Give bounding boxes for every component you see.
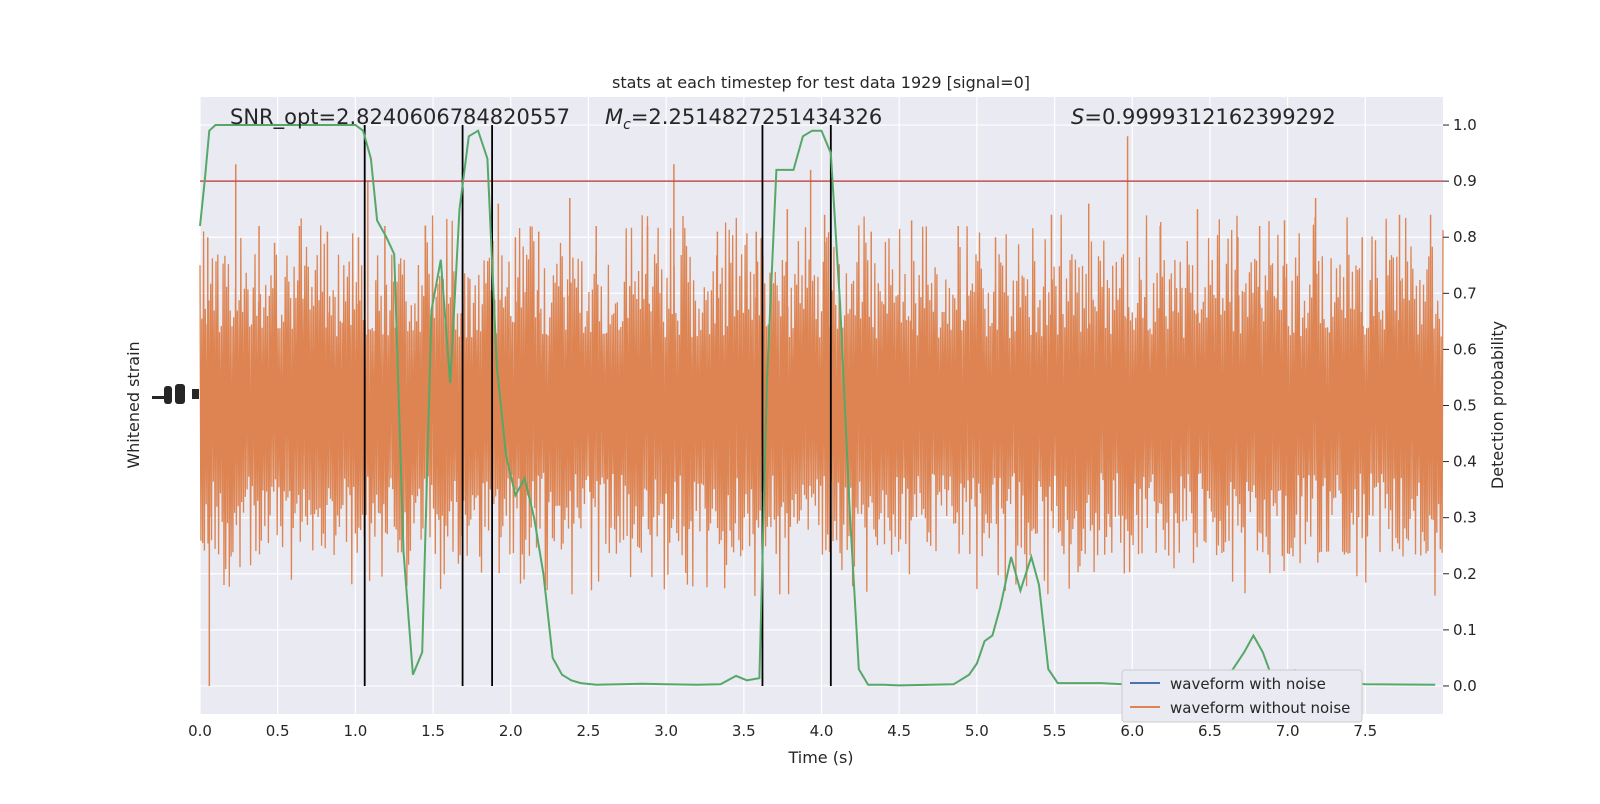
mc-symbol: M	[605, 105, 623, 129]
left-axis-overlapping-ticks	[152, 384, 199, 404]
y-tick-label: 0.0	[1453, 677, 1477, 695]
vertical-markers	[363, 125, 832, 686]
x-tick-label: 0.0	[188, 722, 212, 740]
waveform-without-noise-series	[199, 136, 1444, 686]
ticks: 0.0 0.5 1.0 1.5 2.0 2.5 3.0 3.5 4.0 4.5 5.0 5.5 6.0 6…	[188, 116, 1477, 740]
y-tick-label: 0.9	[1453, 172, 1477, 190]
x-tick-label: 6.0	[1120, 722, 1144, 740]
x-tick-label: 7.5	[1353, 722, 1377, 740]
x-axis-label: Time (s)	[787, 748, 853, 767]
x-tick-label: 5.5	[1043, 722, 1067, 740]
legend-label-with-noise: waveform with noise	[1170, 675, 1326, 693]
y-axis-label-left: Whitened strain	[124, 341, 143, 468]
y-tick-label: 0.3	[1453, 509, 1477, 527]
mc-subscript: c	[623, 117, 631, 133]
x-tick-label: 1.0	[343, 722, 367, 740]
y-tick-label: 0.5	[1453, 397, 1477, 415]
y-tick-label: 0.8	[1453, 228, 1477, 246]
y-tick-label: 0.6	[1453, 340, 1477, 358]
x-tick-label: 4.0	[810, 722, 834, 740]
y-tick-label: 0.4	[1453, 453, 1477, 471]
y-axis-label-right: Detection probability	[1488, 321, 1507, 489]
s-symbol: S	[1071, 105, 1084, 129]
y-tick-label: 1.0	[1453, 116, 1477, 134]
s-value: =0.9999312162399292	[1084, 105, 1335, 129]
x-tick-label: 6.5	[1198, 722, 1222, 740]
x-tick-label: 0.5	[266, 722, 290, 740]
s-annotation: S=0.9999312162399292	[1071, 105, 1336, 129]
detection-probability-line	[199, 124, 1436, 687]
legend: waveform with noise waveform without noi…	[1121, 669, 1363, 723]
detection-probability-series	[199, 124, 1436, 687]
x-tick-label: 1.5	[421, 722, 445, 740]
mc-value: =2.2514827251434326	[631, 105, 882, 129]
mc-annotation: Mc=2.2514827251434326	[605, 105, 882, 133]
x-tick-label: 4.5	[887, 722, 911, 740]
x-tick-label: 2.0	[499, 722, 523, 740]
x-tick-label: 7.0	[1276, 722, 1300, 740]
x-tick-label: 3.0	[654, 722, 678, 740]
y-tick-label: 0.7	[1453, 284, 1477, 302]
noise-waveform-trace	[199, 214, 1444, 597]
x-tick-label: 3.5	[732, 722, 756, 740]
x-tick-label: 5.0	[965, 722, 989, 740]
y-tick-label: 0.1	[1453, 621, 1477, 639]
legend-box	[1121, 669, 1363, 723]
chart-title: stats at each timestep for test data 192…	[612, 73, 1030, 92]
legend-label-without-noise: waveform without noise	[1170, 699, 1350, 717]
y-tick-label: 0.2	[1453, 565, 1477, 583]
snr-annotation: SNR_opt=2.8240606784820557	[230, 105, 570, 130]
x-tick-label: 2.5	[577, 722, 601, 740]
